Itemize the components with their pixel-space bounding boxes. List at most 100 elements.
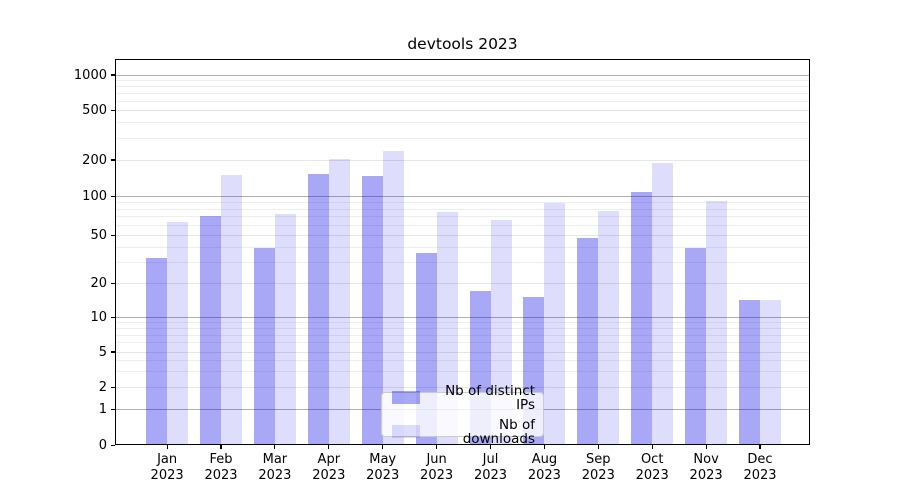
gridline-major	[116, 317, 809, 318]
x-tick-label-jan: Jan 2023	[150, 452, 184, 483]
gridline	[116, 235, 809, 236]
y-tick-mark	[110, 109, 115, 112]
y-tick-mark	[110, 282, 115, 285]
y-tick-label: 0	[98, 438, 107, 453]
x-tick-label-apr: Apr 2023	[312, 452, 346, 483]
gridline	[116, 351, 809, 353]
y-tick-mark	[110, 316, 115, 319]
x-tick-mark	[651, 445, 653, 450]
gridline-minor	[116, 322, 809, 324]
gridline-minor	[116, 85, 809, 87]
x-tick-mark	[274, 445, 276, 450]
gridline-minor	[116, 360, 809, 362]
y-tick-label: 500	[82, 103, 107, 118]
x-tick-label-sep: Sep 2023	[581, 452, 615, 483]
y-tick-label: 5	[98, 344, 107, 360]
gridline-minor	[116, 137, 809, 139]
bar-downloads-may	[382, 151, 404, 444]
bar-downloads-dec	[760, 300, 781, 444]
y-tick-mark	[110, 159, 115, 161]
x-tick-label-oct: Oct 2023	[635, 452, 669, 483]
x-tick-mark	[328, 445, 330, 450]
y-tick-mark	[110, 444, 115, 447]
gridline-minor	[116, 342, 809, 344]
gridline-minor	[116, 261, 809, 263]
plot-area: 0 1 2 5 10 20 50 100 200 500 1000 Jan 2023 Feb 2023…	[74, 59, 810, 483]
x-tick-label-jun: Jun 2023	[420, 452, 454, 483]
gridline-minor	[116, 92, 809, 94]
y-tick-label: 2	[98, 380, 107, 395]
gridline-minor	[116, 208, 809, 210]
gridline-minor	[116, 122, 809, 124]
bar-downloads-mar	[274, 214, 296, 444]
bar-distinct-ips-feb	[200, 215, 221, 444]
y-tick-mark	[110, 351, 115, 353]
x-tick-label-aug: Aug 2023	[527, 452, 561, 483]
legend-label: Nb of distinct IPs	[445, 382, 535, 413]
x-tick-mark	[220, 445, 222, 450]
y-tick-mark	[110, 408, 115, 411]
bar-distinct-ips-jan	[146, 257, 168, 444]
gridline-minor	[116, 216, 809, 218]
x-tick-mark	[543, 445, 545, 450]
y-tick-label: 100	[82, 189, 107, 204]
bar-distinct-ips-nov	[685, 247, 707, 444]
y-tick-mark	[110, 74, 115, 76]
gridline-minor	[116, 79, 809, 81]
x-tick-mark	[382, 445, 384, 450]
x-tick-mark	[489, 445, 492, 450]
y-tick-label: 50	[90, 228, 107, 243]
gridline-minor	[116, 328, 809, 330]
gridline-minor	[116, 334, 809, 336]
bar-distinct-ips-apr	[307, 174, 329, 444]
gridline-minor	[116, 371, 809, 373]
bar-distinct-ips-dec	[739, 300, 760, 444]
bar-downloads-sep	[598, 210, 620, 444]
bar-distinct-ips-mar	[253, 247, 275, 444]
bar-downloads-aug	[544, 202, 566, 444]
bar-distinct-ips-may	[361, 175, 383, 444]
gridline-minor	[116, 201, 809, 203]
bar-downloads-jun	[436, 211, 458, 444]
legend-swatch-icon	[392, 391, 420, 404]
y-tick-label: 20	[90, 276, 107, 291]
bar-distinct-ips-oct	[631, 192, 653, 444]
gridline	[116, 159, 809, 161]
y-tick-label: 200	[82, 152, 107, 168]
bar-downloads-feb	[221, 174, 242, 444]
y-tick-mark	[110, 234, 115, 237]
bar-downloads-nov	[706, 201, 728, 444]
gridline-major	[116, 74, 809, 76]
bar-downloads-jul	[490, 219, 512, 444]
x-tick-label-mar: Mar 2023	[258, 452, 292, 483]
y-tick-label: 10	[90, 310, 107, 325]
gridline	[116, 283, 809, 284]
x-tick-label-jul: Jul 2023	[473, 452, 508, 483]
legend-swatch-icon	[392, 425, 420, 438]
x-tick-mark	[597, 445, 599, 450]
gridline	[116, 387, 809, 388]
chart-title: devtools 2023	[407, 35, 518, 53]
x-tick-mark	[436, 445, 438, 450]
legend-item: Nb of distinct IPs	[392, 384, 535, 412]
bar-downloads-jan	[167, 222, 189, 444]
bar-distinct-ips-sep	[577, 237, 599, 444]
y-tick-label: 1	[98, 402, 107, 417]
y-tick-mark	[110, 386, 115, 389]
y-tick-label: 1000	[73, 67, 107, 83]
legend: Nb of distinct IPs Nb of downloads	[381, 384, 544, 446]
x-tick-label-dec: Dec 2023	[743, 452, 777, 483]
y-tick-mark	[110, 195, 115, 198]
x-tick-mark	[705, 445, 707, 450]
gridline-minor	[116, 100, 809, 102]
legend-item: Nb of downloads	[392, 418, 535, 446]
bar-downloads-apr	[328, 159, 350, 444]
bar-downloads-oct	[652, 162, 674, 444]
x-tick-label-feb: Feb 2023	[204, 452, 238, 483]
x-tick-label-may: May 2023	[366, 452, 400, 483]
x-tick-label-nov: Nov 2023	[689, 452, 723, 483]
x-tick-mark	[166, 445, 168, 450]
gridline-major	[116, 196, 809, 197]
gridline-minor	[116, 224, 809, 226]
